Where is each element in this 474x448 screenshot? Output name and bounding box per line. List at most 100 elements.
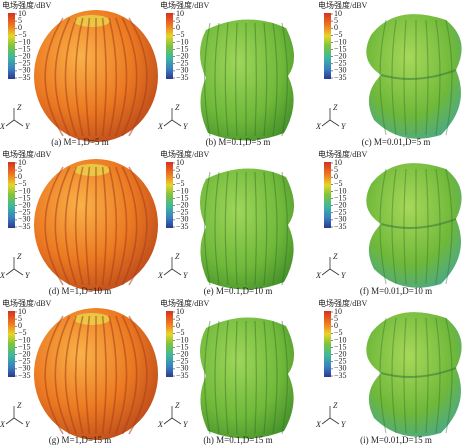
- pattern-ridge: [235, 320, 238, 435]
- colorbar-tick-label: −25: [18, 208, 31, 217]
- colorbar-tick-label: −15: [176, 342, 189, 351]
- axis-label-y: Y: [25, 420, 31, 429]
- pattern-surface: [366, 14, 462, 139]
- pattern-waist: [380, 218, 457, 229]
- axis-label-z: Z: [17, 401, 22, 410]
- colorbar-tick-label: −25: [18, 59, 31, 68]
- panel-caption: (e) M=0.1,D=10 m: [204, 286, 273, 296]
- pattern-ridge: [108, 166, 118, 286]
- colorbar-tick-label: 10: [176, 9, 184, 18]
- colorbar-tick-label: −15: [18, 342, 31, 351]
- colorbar: [324, 162, 331, 228]
- colorbar-tick-label: 10: [176, 158, 184, 167]
- colorbar-tick-label: −25: [334, 208, 347, 217]
- colorbar-label: 电场强度/dBV: [2, 149, 52, 159]
- axis-label-y: Y: [183, 271, 189, 280]
- pattern-ridge: [445, 19, 453, 136]
- colorbar: [166, 162, 173, 228]
- panel-caption: (f) M=0.01,D=10 m: [360, 286, 432, 296]
- axis-x: [321, 119, 331, 127]
- axis-x: [5, 119, 15, 127]
- pattern-ridge: [108, 315, 118, 435]
- colorbar-tick-label: −25: [176, 208, 189, 217]
- colorbar-tick-label: −35: [176, 222, 189, 231]
- axis-y: [13, 119, 24, 127]
- pattern-ridge: [403, 168, 407, 285]
- axis-label-z: Z: [17, 252, 22, 261]
- colorbar-tick-label: −20: [334, 349, 347, 358]
- pattern-ridge: [281, 320, 288, 435]
- axis-label-z: Z: [333, 103, 338, 112]
- colorbar-label: 电场强度/dBV: [318, 0, 368, 10]
- pattern-ridge: [391, 19, 397, 136]
- pattern-ridge: [64, 315, 77, 435]
- colorbar-tick-label: −15: [334, 342, 347, 351]
- colorbar-tick-label: 5: [176, 165, 180, 174]
- colorbar-tick-label: −5: [334, 30, 343, 39]
- colorbar-tick-label: −35: [334, 222, 347, 231]
- axis-label-x: X: [315, 271, 322, 280]
- colorbar-tick-label: 0: [176, 321, 180, 330]
- pattern-ridge: [263, 171, 268, 286]
- colorbar-tick-label: −5: [334, 328, 343, 337]
- panel-caption: (d) M=1,D=10 m: [49, 286, 111, 296]
- colorbar-tick-label: −35: [334, 73, 347, 82]
- pattern-ridge: [435, 19, 441, 136]
- pattern-surface: [200, 19, 295, 141]
- colorbar-tick-label: −20: [334, 200, 347, 209]
- colorbar-tick-label: 0: [334, 23, 338, 32]
- pattern-ridge: [281, 171, 288, 286]
- colorbar-tick-label: −35: [176, 73, 189, 82]
- colorbar-tick-label: −25: [18, 357, 31, 366]
- colorbar-tick-label: −5: [18, 179, 27, 188]
- colorbar-tick-label: 5: [334, 165, 338, 174]
- axis-label-y: Y: [341, 122, 347, 131]
- colorbar-tick-label: −35: [176, 371, 189, 380]
- colorbar-tick-label: 5: [18, 165, 22, 174]
- colorbar-tick-label: −25: [176, 357, 189, 366]
- pattern-ridge: [128, 166, 148, 286]
- colorbar-tick-label: −25: [176, 59, 189, 68]
- colorbar-tick-label: −20: [176, 349, 189, 358]
- colorbar-tick-label: −25: [334, 357, 347, 366]
- panel-caption: (a) M=1,D=5 m: [51, 137, 108, 147]
- axis-label-z: Z: [17, 103, 22, 112]
- pattern-ridge: [74, 17, 84, 137]
- colorbar-tick-label: −10: [18, 37, 31, 46]
- axis-x: [5, 268, 15, 276]
- panel-caption: (g) M=1,D=15 m: [49, 435, 111, 445]
- colorbar-tick-label: −5: [334, 179, 343, 188]
- pattern-ridge: [128, 17, 148, 137]
- colorbar-tick-label: 0: [176, 23, 180, 32]
- colorbar-label: 电场强度/dBV: [160, 0, 210, 10]
- colorbar-tick-label: 5: [18, 16, 22, 25]
- axis-label-y: Y: [341, 420, 347, 429]
- pattern-ridge: [115, 315, 128, 435]
- colorbar-tick-label: −15: [334, 193, 347, 202]
- axis-x: [163, 268, 173, 276]
- colorbar-tick-label: −30: [176, 66, 189, 75]
- pattern-ridge: [64, 17, 77, 137]
- pattern-ridge: [108, 17, 118, 137]
- pattern-ridge: [214, 171, 220, 286]
- pattern-ridge: [85, 166, 91, 286]
- colorbar-tick-label: −10: [176, 186, 189, 195]
- colorbar-label: 电场强度/dBV: [2, 0, 52, 10]
- pattern-ridge: [272, 22, 278, 137]
- colorbar-tick-label: 5: [334, 314, 338, 323]
- colorbar-tick-label: −35: [18, 371, 31, 380]
- panel-caption: (b) M=0.1,D=5 m: [206, 137, 271, 147]
- colorbar-tick-label: −20: [18, 200, 31, 209]
- colorbar-tick-label: 10: [18, 9, 26, 18]
- colorbar-tick-label: 10: [18, 307, 26, 316]
- colorbar-tick-label: −10: [176, 335, 189, 344]
- pattern-ridge: [391, 317, 397, 434]
- colorbar-tick-label: −30: [18, 215, 31, 224]
- pattern-ridge: [403, 317, 407, 434]
- pattern-ridge: [204, 171, 211, 286]
- colorbar-tick-label: 5: [334, 16, 338, 25]
- pattern-ridge: [121, 17, 138, 137]
- colorbar-tick-label: −5: [176, 179, 185, 188]
